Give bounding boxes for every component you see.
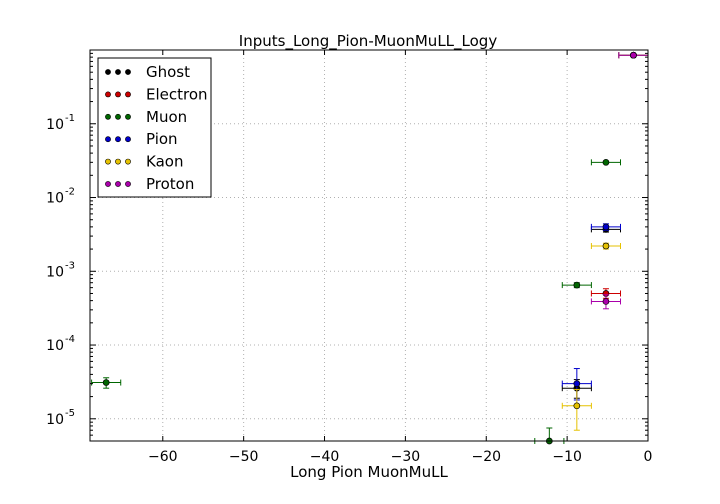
y-tick-label: 10	[46, 117, 64, 133]
legend-marker	[115, 113, 121, 120]
legend-marker	[125, 136, 131, 143]
x-tick-label: −10	[552, 449, 582, 465]
data-point	[602, 223, 610, 231]
x-tick-label: −20	[471, 449, 501, 465]
x-tick-label: −40	[310, 449, 340, 465]
legend-label: Electron	[146, 85, 208, 103]
legend-marker	[115, 136, 121, 143]
data-point	[102, 379, 110, 386]
series-kaon	[561, 51, 649, 431]
data-point	[573, 402, 581, 410]
legend-item-electron: Electron	[105, 85, 208, 103]
legend-marker	[105, 158, 111, 165]
x-axis: −60 −50 −40 −30 −20 −10 0	[148, 50, 652, 465]
data-point	[602, 242, 610, 250]
legend-marker	[125, 69, 131, 75]
y-tick-exponent: -4	[65, 334, 75, 345]
legend-marker	[105, 91, 111, 98]
legend-marker	[105, 113, 111, 120]
legend-marker	[115, 181, 121, 187]
legend-marker	[125, 181, 131, 187]
legend-marker	[125, 158, 131, 165]
legend-label: Pion	[146, 130, 178, 148]
legend-item-kaon: Kaon	[105, 153, 183, 171]
y-tick-exponent: -2	[65, 187, 75, 198]
legend-item-proton: Proton	[105, 175, 194, 193]
legend-label: Ghost	[146, 63, 190, 81]
plot-frame	[89, 49, 649, 442]
y-axis: 10-510-410-310-210-1	[46, 52, 648, 436]
legend-marker	[115, 158, 121, 165]
x-tick-label: −50	[229, 449, 259, 465]
y-tick-exponent: -1	[65, 113, 75, 124]
legend-marker	[115, 69, 121, 75]
y-tick-exponent: -3	[65, 260, 75, 271]
legend-marker	[115, 91, 121, 98]
y-tick-label: 10	[46, 191, 64, 207]
plot-area	[91, 51, 649, 445]
legend-item-pion: Pion	[105, 130, 178, 148]
y-tick-label: 10	[46, 338, 64, 354]
data-point	[602, 298, 610, 305]
legend-label: Kaon	[146, 153, 183, 171]
chart-title: Inputs_Long_Pion-MuonMuLL_Logy	[239, 32, 498, 51]
legend-marker	[105, 136, 111, 143]
x-tick-label: −30	[391, 449, 421, 465]
legend-marker	[125, 91, 131, 98]
y-tick-label: 10	[46, 412, 64, 428]
legend-item-ghost: Ghost	[105, 63, 190, 81]
series-pion	[561, 51, 649, 401]
data-point	[630, 51, 637, 59]
x-axis-label: Long Pion MuonMuLL	[290, 463, 448, 481]
series-proton	[590, 51, 649, 310]
x-tick-label: 0	[644, 449, 653, 465]
legend-box	[97, 57, 212, 198]
grid	[90, 50, 649, 441]
data-point	[573, 380, 581, 387]
legend-label: Proton	[146, 175, 194, 193]
y-tick-exponent: -5	[65, 408, 75, 419]
data-point	[573, 281, 581, 289]
legend-marker	[125, 113, 131, 120]
legend: Ghost Electron Muon Pion Kaon Proton	[97, 57, 212, 198]
legend-item-muon: Muon	[105, 108, 187, 126]
legend-label: Muon	[146, 108, 187, 126]
series-electron	[590, 51, 649, 299]
legend-marker	[105, 69, 111, 75]
y-tick-label: 10	[46, 264, 64, 280]
legend-marker	[105, 181, 111, 187]
data-point	[602, 158, 610, 166]
x-tick-label: −60	[148, 449, 178, 465]
